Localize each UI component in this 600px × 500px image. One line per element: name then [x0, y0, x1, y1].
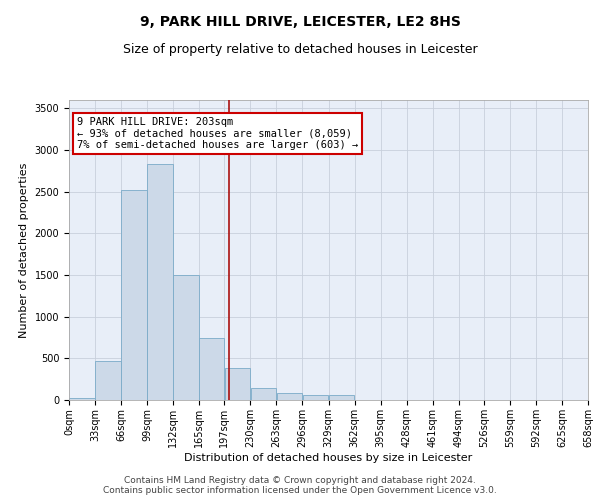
Bar	[251, 388, 276, 400]
Bar	[329, 396, 355, 400]
Y-axis label: Number of detached properties: Number of detached properties	[19, 162, 29, 338]
Text: 9, PARK HILL DRIVE, LEICESTER, LE2 8HS: 9, PARK HILL DRIVE, LEICESTER, LE2 8HS	[140, 15, 460, 29]
Bar	[147, 164, 173, 400]
Bar	[121, 190, 147, 400]
Bar	[302, 395, 328, 400]
Bar	[224, 368, 250, 400]
Bar	[277, 394, 302, 400]
X-axis label: Distribution of detached houses by size in Leicester: Distribution of detached houses by size …	[184, 452, 473, 462]
Text: 9 PARK HILL DRIVE: 203sqm
← 93% of detached houses are smaller (8,059)
7% of sem: 9 PARK HILL DRIVE: 203sqm ← 93% of detac…	[77, 116, 358, 150]
Bar	[199, 338, 224, 400]
Text: Size of property relative to detached houses in Leicester: Size of property relative to detached ho…	[122, 42, 478, 56]
Bar	[95, 361, 121, 400]
Text: Contains HM Land Registry data © Crown copyright and database right 2024.
Contai: Contains HM Land Registry data © Crown c…	[103, 476, 497, 495]
Bar	[69, 398, 95, 400]
Bar	[173, 275, 199, 400]
